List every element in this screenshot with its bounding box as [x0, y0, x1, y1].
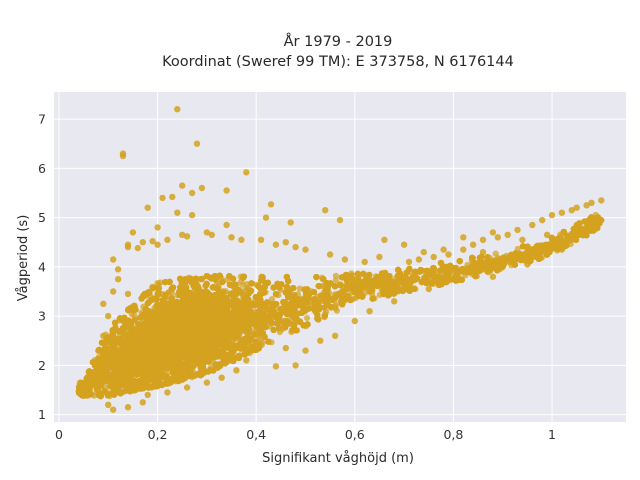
scatter-point [243, 281, 250, 288]
scatter-point [303, 314, 311, 321]
scatter-point [154, 280, 161, 287]
scatter-point [268, 296, 276, 303]
scatter-point [332, 277, 339, 284]
scatter-point [296, 285, 303, 292]
scatter-point [333, 307, 340, 314]
scatter-point [332, 272, 339, 279]
scatter-points [75, 106, 605, 413]
x-gridlines [58, 92, 553, 422]
